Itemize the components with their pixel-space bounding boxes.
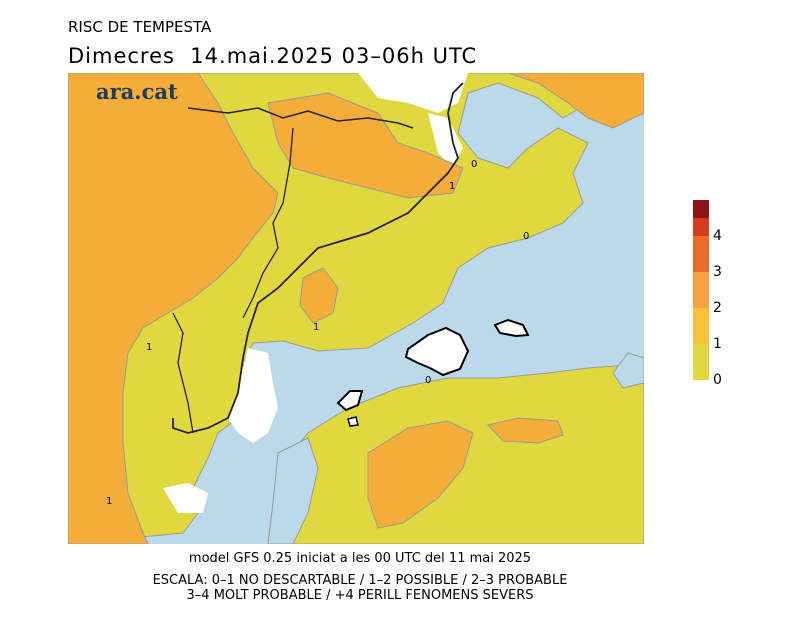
contour-label: 1: [106, 496, 112, 507]
storm-risk-map: 0 0 0 1 1 1 1: [68, 73, 644, 544]
legend-tick-label: 2: [713, 300, 722, 316]
scale-description-line1: ESCALA: 0–1 NO DESCARTABLE / 1–2 POSSIBL…: [152, 573, 568, 588]
risk-legend: 0 1 2 3 4: [693, 200, 722, 388]
northeast-moderate-risk: [507, 73, 644, 129]
legend-color-segment: [693, 218, 709, 236]
southeast-sea-patch: [612, 352, 644, 389]
contour-label: 1: [449, 181, 455, 192]
inland-moderate-risk: [299, 267, 339, 324]
west-moderate-risk: [68, 73, 279, 544]
southeast-moderate-risk: [487, 417, 564, 444]
mallorca-island: [404, 326, 470, 377]
legend-color-segment: [693, 272, 709, 308]
ibiza-island: [336, 390, 364, 412]
border-portugal: [172, 312, 194, 434]
north-moderate-risk: [267, 92, 464, 199]
legend-color-segment: [693, 200, 709, 218]
legend-tick-label: 1: [713, 336, 722, 352]
model-info: model GFS 0.25 iniciat a les 00 UTC del …: [188, 551, 532, 566]
no-data-area-coast: [428, 113, 463, 168]
formentera-island: [347, 416, 359, 427]
contour-label: 0: [523, 231, 529, 242]
ara-cat-logo: ara.cat: [96, 79, 178, 104]
menorca-island: [493, 318, 530, 338]
legend-color-segment: [693, 344, 709, 380]
south-moderate-risk: [367, 420, 474, 529]
chart-subtitle: Dimecres 14.mai.2025 03–06h UTC: [68, 44, 478, 68]
border-france: [187, 107, 414, 129]
no-data-area-north: [358, 73, 468, 113]
no-data-area-south: [163, 483, 208, 513]
legend-tick-label: 3: [713, 264, 722, 280]
scale-description-line2: 3–4 MOLT PROBABLE / +4 PERILL FENOMENS S…: [186, 588, 534, 603]
contour-label: 0: [425, 375, 431, 386]
contour-label: 0: [471, 159, 477, 170]
southern-sea-patch: [267, 437, 319, 544]
contour-label: 1: [146, 342, 152, 353]
border-andorra: [242, 127, 294, 319]
legend-tick-label: 4: [713, 228, 722, 244]
legend-color-segment: [693, 236, 709, 272]
no-data-area-southwest: [228, 348, 278, 443]
chart-title: RISC DE TEMPESTA: [68, 18, 212, 36]
coastline: [172, 82, 464, 434]
contour-label: 1: [313, 322, 319, 333]
legend-color-segment: [693, 308, 709, 344]
legend-tick-label: 0: [713, 372, 722, 388]
